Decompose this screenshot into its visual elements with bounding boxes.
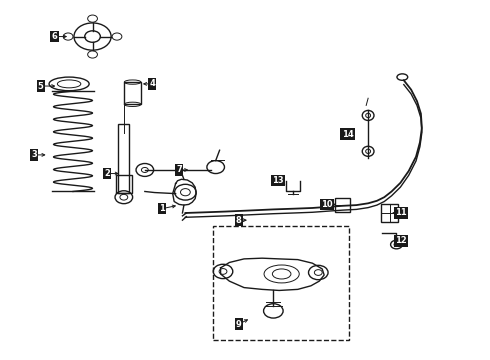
Bar <box>381 204 398 222</box>
Text: 4: 4 <box>149 80 155 89</box>
Text: 13: 13 <box>272 176 284 185</box>
Text: 2: 2 <box>104 169 110 178</box>
Text: 6: 6 <box>51 32 57 41</box>
Text: 14: 14 <box>342 130 353 139</box>
Text: 8: 8 <box>236 216 242 225</box>
Text: 12: 12 <box>395 237 407 246</box>
Bar <box>119 125 129 193</box>
Bar <box>335 198 350 212</box>
Bar <box>124 82 141 104</box>
Bar <box>116 175 132 193</box>
Text: 11: 11 <box>395 208 407 217</box>
Text: 9: 9 <box>236 320 242 329</box>
Text: 7: 7 <box>176 166 182 175</box>
Bar <box>213 226 349 339</box>
Text: 5: 5 <box>38 82 44 91</box>
Text: 1: 1 <box>159 204 165 213</box>
Text: 10: 10 <box>321 200 333 209</box>
Text: 3: 3 <box>31 150 37 159</box>
